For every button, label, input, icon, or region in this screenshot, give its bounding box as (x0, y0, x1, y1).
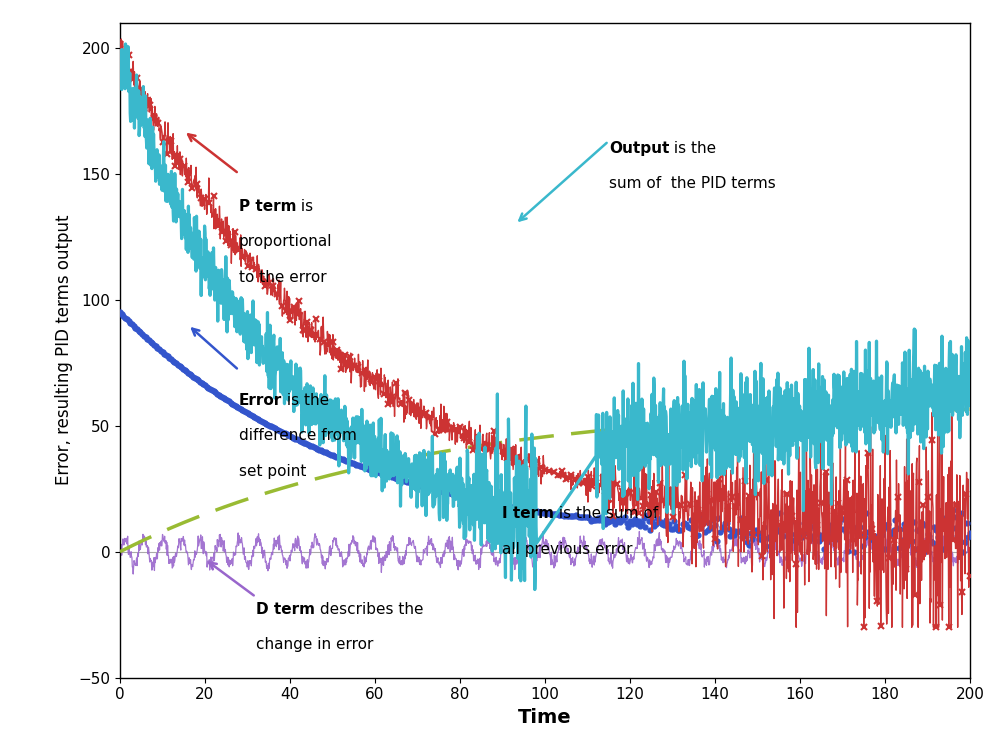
Text: is: is (296, 199, 314, 214)
Text: all previous error: all previous error (503, 541, 633, 556)
Text: proportional: proportional (239, 234, 332, 249)
Text: to the error: to the error (239, 270, 327, 285)
Text: D term: D term (256, 602, 315, 617)
X-axis label: Time: Time (518, 708, 572, 727)
Text: P term: P term (239, 199, 296, 214)
Text: Output: Output (609, 141, 669, 156)
Text: I term: I term (503, 506, 554, 521)
Text: sum of  the PID terms: sum of the PID terms (609, 176, 776, 191)
Text: is the: is the (282, 393, 329, 408)
Text: difference from: difference from (239, 428, 357, 444)
Text: describes the: describes the (315, 602, 424, 617)
Text: Error: Error (239, 393, 282, 408)
Text: change in error: change in error (256, 637, 373, 652)
Text: is the sum of: is the sum of (554, 506, 659, 521)
Text: is the: is the (669, 141, 716, 156)
Text: set point: set point (239, 464, 306, 478)
Y-axis label: Error, resulting PID terms output: Error, resulting PID terms output (55, 215, 73, 486)
